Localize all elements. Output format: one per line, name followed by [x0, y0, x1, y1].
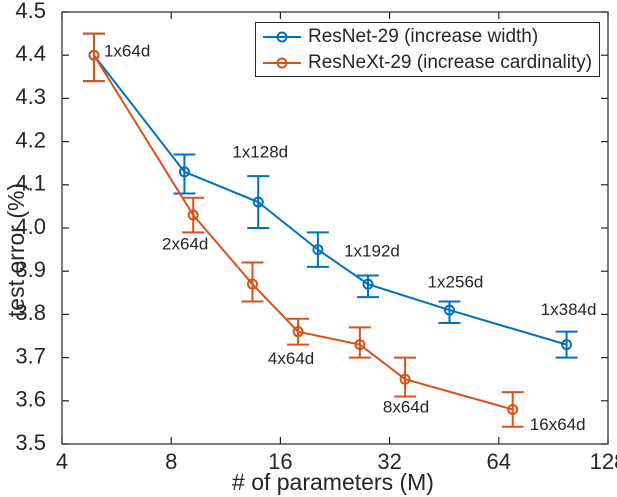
data-point-annotation: 1x128d: [232, 143, 288, 162]
data-point-marker: [443, 304, 455, 316]
series-line: [93, 54, 567, 346]
x-tick-label: 8: [165, 449, 177, 474]
legend-entry-resnet: ResNet-29 (increase width): [256, 24, 599, 49]
y-tick-label: 3.8: [15, 300, 46, 325]
x-tick-label: 16: [268, 449, 292, 474]
data-point-marker: [292, 326, 304, 338]
data-point-marker: [178, 166, 190, 178]
y-tick-label: 4.3: [15, 84, 46, 109]
data-point-annotation: 1x256d: [428, 273, 484, 292]
circle-marker-icon: [276, 31, 288, 42]
data-point-marker: [354, 339, 366, 351]
legend-line-sample-icon: [263, 30, 301, 44]
y-tick-label: 4.2: [15, 127, 46, 152]
legend-line-sample-icon: [263, 56, 301, 70]
y-tick-label: 4.4: [15, 41, 46, 66]
x-axis-label: # of parameters (M): [232, 469, 434, 495]
legend-label-resnext: ResNeXt-29 (increase cardinality): [308, 52, 593, 73]
data-point-annotation: 4x64d: [268, 349, 314, 368]
circle-marker-icon: [276, 57, 288, 68]
y-tick-label: 4.1: [15, 171, 46, 196]
data-point-marker: [246, 278, 258, 290]
data-point-marker: [187, 209, 199, 221]
data-point-annotation: 8x64d: [383, 398, 429, 417]
y-tick-label: 3.5: [15, 430, 46, 455]
y-tick-label: 3.7: [15, 343, 46, 368]
data-point-marker: [252, 196, 264, 208]
y-tick-label: 3.6: [15, 387, 46, 412]
data-point-marker: [362, 278, 374, 290]
y-tick-label: 4.0: [15, 214, 46, 239]
x-tick-label: 4: [56, 449, 68, 474]
x-tick-label: 32: [377, 449, 401, 474]
x-tick-label: 128: [590, 449, 617, 474]
x-tick-label: 64: [487, 449, 511, 474]
legend-box: ResNet-29 (increase width) ResNeXt-29 (i…: [255, 22, 600, 77]
data-point-marker: [561, 339, 573, 351]
legend-entry-resnext: ResNeXt-29 (increase cardinality): [256, 50, 599, 75]
data-point-annotation: 1x192d: [344, 242, 400, 261]
data-point-marker: [399, 373, 411, 385]
series-line: [93, 54, 513, 411]
data-point-annotation: 1x64d: [104, 42, 150, 61]
y-axis-label: test error (%): [3, 182, 29, 318]
data-point-marker: [312, 244, 324, 256]
data-point-annotation: 16x64d: [530, 415, 586, 434]
data-point-marker: [507, 403, 519, 415]
data-point-annotation: 2x64d: [162, 235, 208, 254]
data-point-marker: [88, 49, 100, 61]
y-tick-label: 4.5: [15, 0, 46, 23]
y-tick-label: 3.9: [15, 257, 46, 282]
data-point-annotation: 1x384d: [541, 300, 597, 319]
legend-label-resnet: ResNet-29 (increase width): [308, 26, 539, 47]
